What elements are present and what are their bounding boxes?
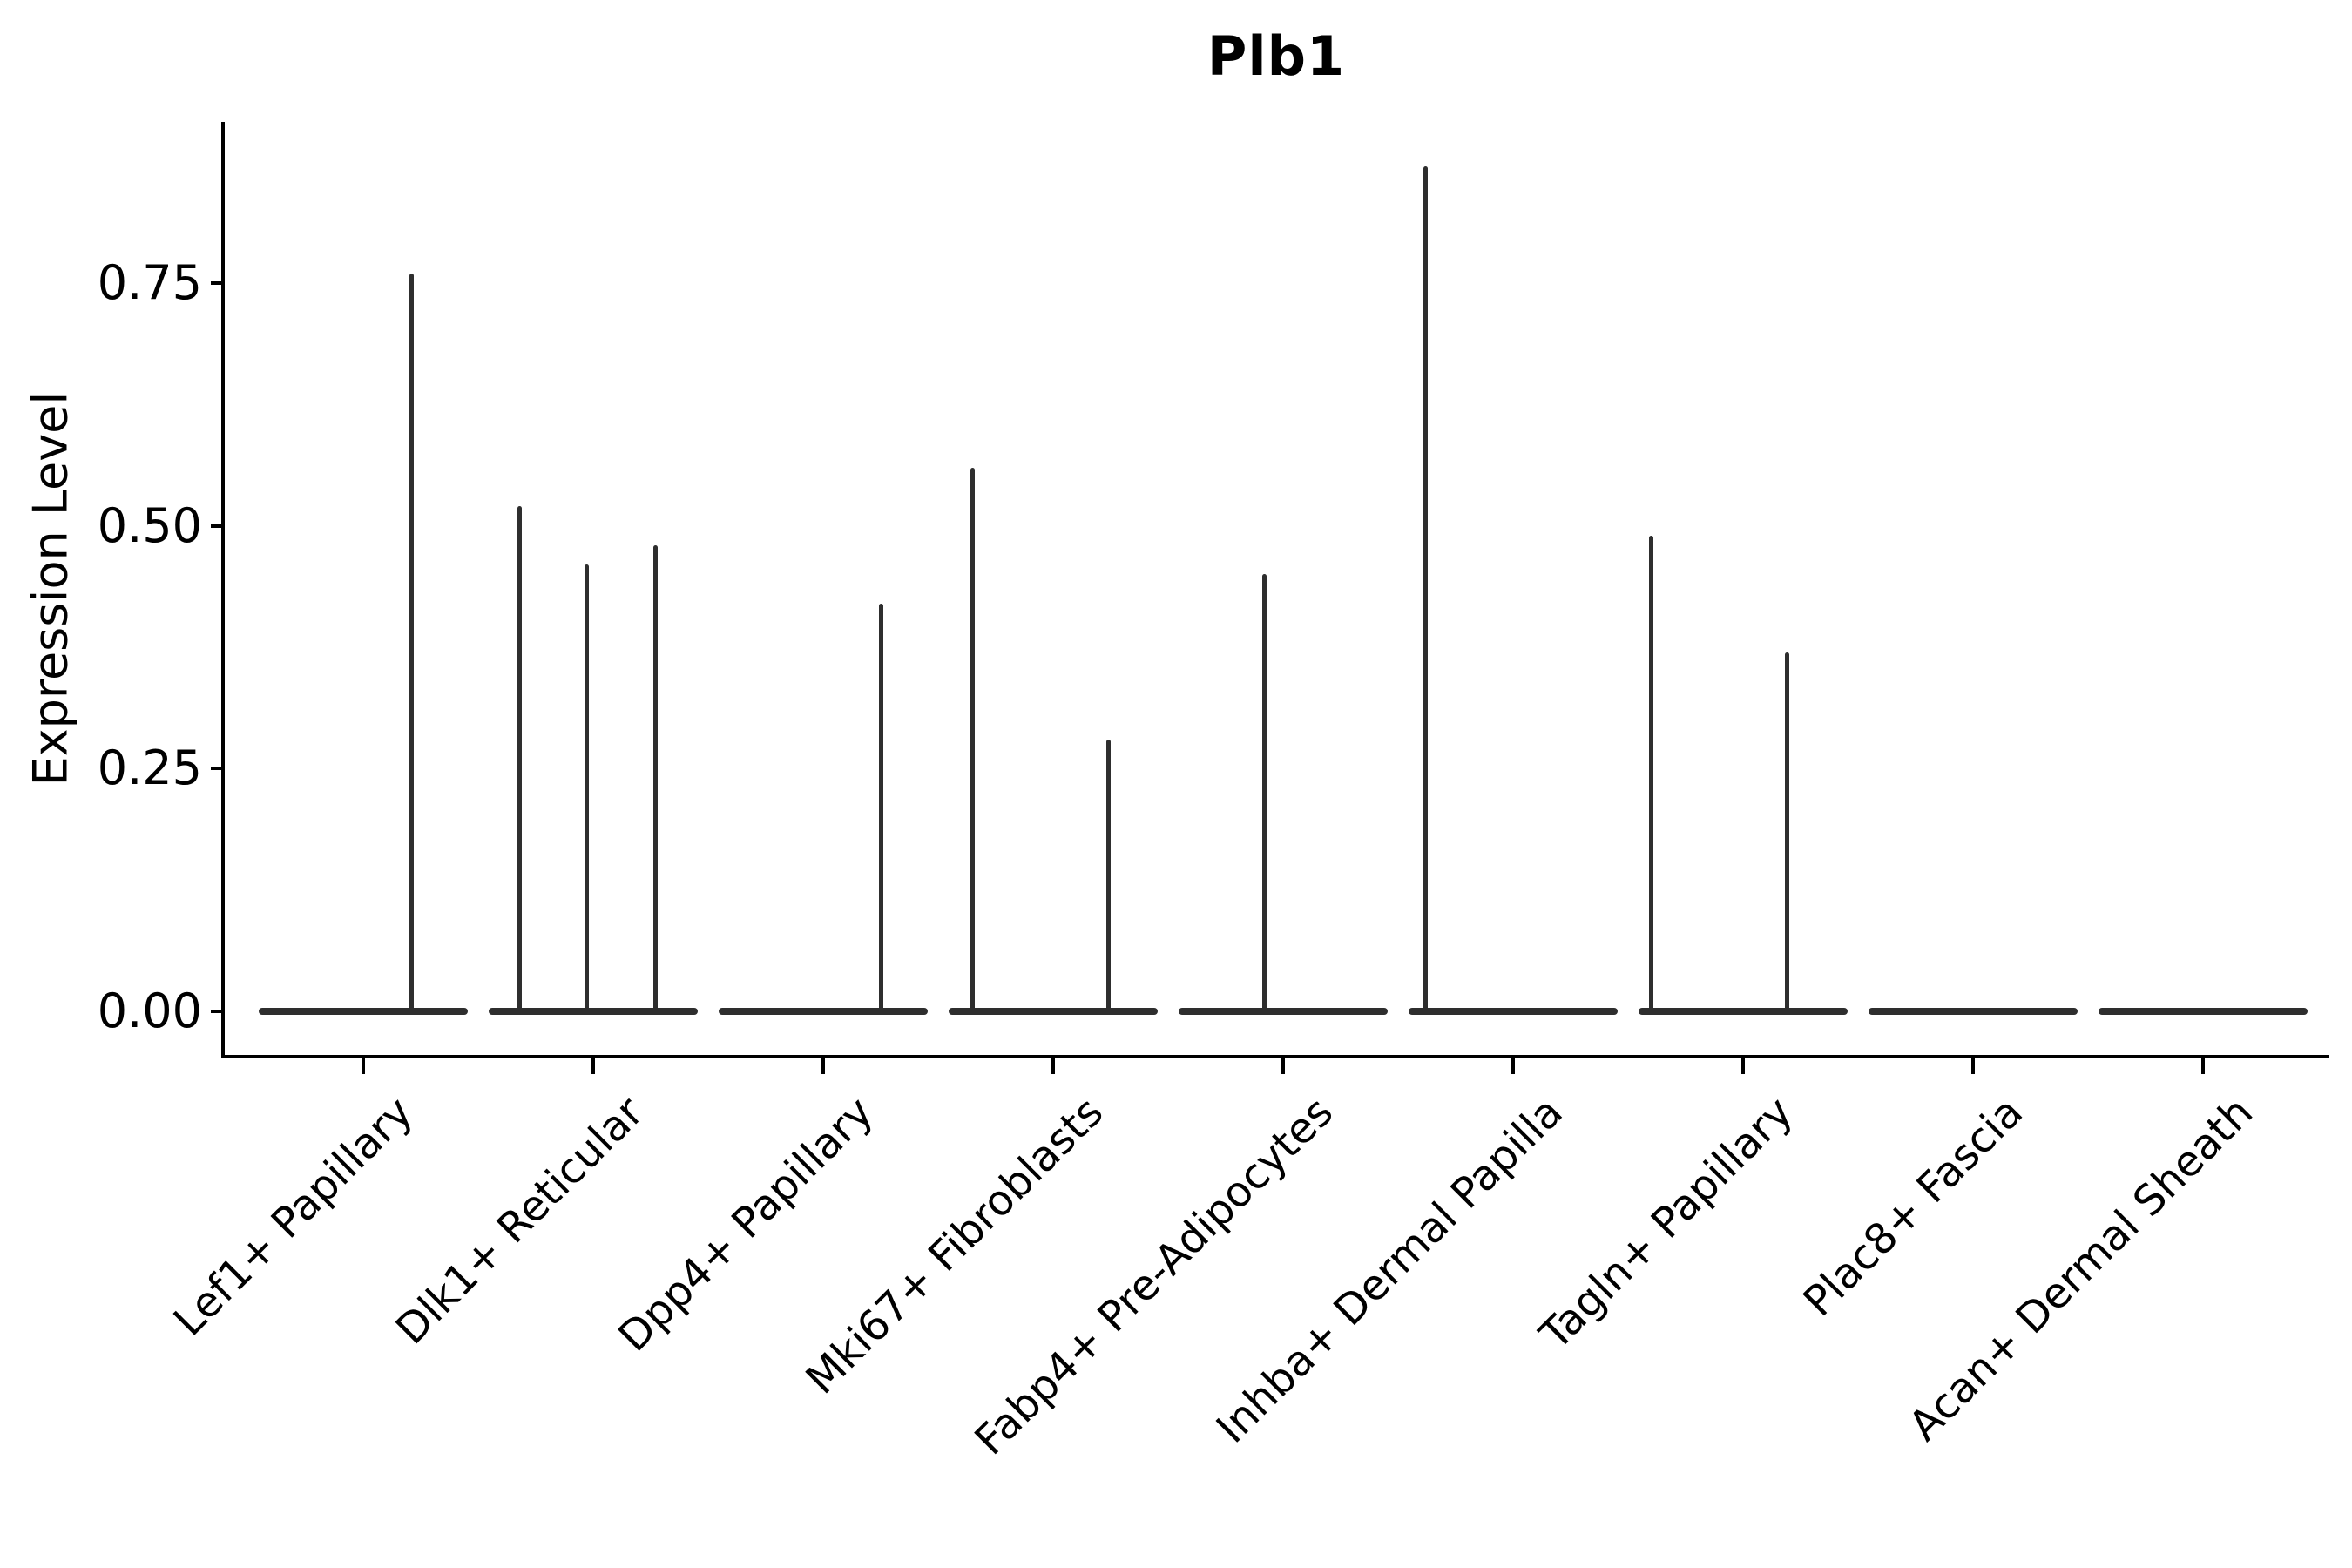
x-tick-mark [1511, 1058, 1515, 1074]
violin-spike [1648, 535, 1653, 1015]
x-tick-label: Dpp4+ Papillary [609, 1087, 883, 1362]
x-tick-mark [1051, 1058, 1055, 1074]
violin-zero-baseline [1869, 1008, 2078, 1015]
x-axis-spine [221, 1055, 2329, 1058]
violin-zero-baseline [1179, 1008, 1388, 1015]
y-tick-label: 0.50 [97, 497, 202, 553]
y-tick-mark [211, 767, 223, 771]
x-tick-mark [1281, 1058, 1285, 1074]
y-tick-label: 0.00 [97, 983, 202, 1038]
x-tick-mark [591, 1058, 595, 1074]
y-tick-mark [211, 524, 223, 528]
violin-spike [584, 564, 589, 1015]
violin-spike [878, 603, 883, 1015]
y-tick-mark [211, 1010, 223, 1013]
x-tick-label: Lef1+ Papillary [165, 1087, 423, 1346]
violin-spike [1784, 652, 1789, 1015]
violin-spike [517, 506, 523, 1015]
violin-zero-baseline [259, 1008, 468, 1015]
y-axis-label: Expression Level [23, 391, 78, 787]
plot-title: Plb1 [1206, 24, 1346, 88]
violin-zero-baseline [1639, 1008, 1848, 1015]
violin-zero-baseline [489, 1008, 698, 1015]
x-tick-mark [362, 1058, 365, 1074]
x-tick-mark [821, 1058, 825, 1074]
x-tick-label: Plac8+ Fascia [1794, 1087, 2033, 1327]
x-tick-label: Tagln+ Papillary [1531, 1087, 1803, 1360]
violin-spike [1423, 166, 1429, 1015]
violin-spike [409, 273, 414, 1015]
violin-spike [1262, 574, 1267, 1015]
y-tick-mark [211, 280, 223, 285]
violin-spike [970, 467, 976, 1015]
y-axis-spine [221, 122, 225, 1058]
violin-zero-baseline [949, 1008, 1158, 1015]
y-tick-label: 0.25 [97, 740, 202, 796]
x-tick-label: Dlk1+ Reticular [386, 1087, 653, 1355]
violin-zero-baseline [719, 1008, 928, 1015]
violin-zero-baseline [1409, 1008, 1618, 1015]
x-tick-mark [2201, 1058, 2205, 1074]
x-tick-mark [1741, 1058, 1745, 1074]
y-tick-label: 0.75 [97, 254, 202, 310]
x-tick-mark [1971, 1058, 1975, 1074]
violin-spike [1105, 739, 1111, 1015]
violin-spike [652, 544, 658, 1015]
violin-zero-baseline [2099, 1008, 2308, 1015]
